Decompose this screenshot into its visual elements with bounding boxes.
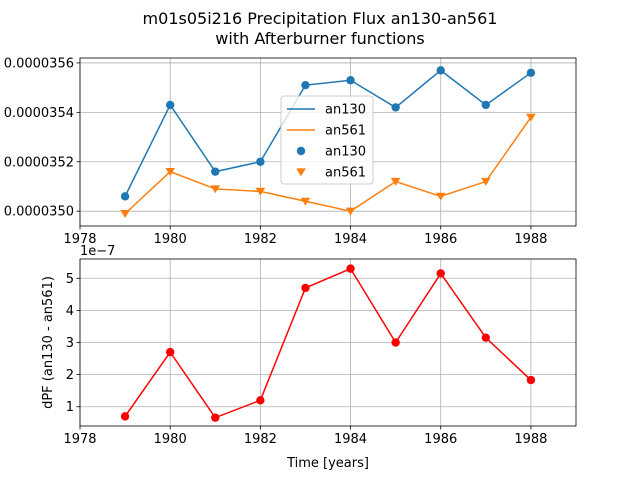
x-tick-label: 1988 (514, 232, 547, 247)
legend-label: an130 (325, 145, 366, 160)
difference-point (436, 269, 445, 278)
difference-point (391, 338, 400, 347)
difference-point (346, 264, 355, 273)
legend-label: an561 (325, 124, 366, 139)
x-tick-label: 1988 (514, 432, 547, 447)
series-line-an561 (124, 116, 532, 215)
data-point-an130 (436, 66, 445, 75)
data-point-an130 (120, 192, 130, 201)
data-point-an561 (120, 210, 130, 218)
chart-title-line2: with Afterburner functions (215, 29, 424, 48)
x-tick-label: 1980 (154, 432, 187, 447)
data-point-an130 (391, 103, 400, 112)
x-axis-label: Time [years] (286, 456, 369, 471)
series-line-an130 (124, 69, 532, 197)
y-offset-text: 1e−7 (80, 244, 115, 259)
difference-line (124, 267, 532, 419)
top-plot: 1978 1980 1982 1984 1986 1988 0.0000350 0.00003… (4, 56, 577, 247)
x-tick-label: 1978 (63, 432, 96, 447)
x-tick-label: 1984 (334, 232, 367, 247)
data-point-an561 (165, 168, 175, 176)
axes-frame (79, 57, 577, 227)
x-tick-label: 1980 (154, 232, 187, 247)
difference-point (301, 283, 310, 293)
y-tick-label: 0.0000354 (4, 106, 74, 121)
legend-marker-swatch (296, 168, 306, 177)
data-point-an561 (435, 192, 446, 201)
y-tick-label: 4 (66, 304, 74, 319)
legend-label: an130 (325, 103, 366, 118)
y-tick-label: 1 (66, 400, 74, 415)
axes-frame (79, 258, 577, 427)
difference-point (256, 396, 265, 405)
data-point-an130 (526, 68, 536, 78)
data-point-an130 (165, 100, 175, 110)
x-tick-label: 1986 (424, 232, 457, 247)
data-point-an561 (390, 177, 401, 186)
data-point-an130 (481, 100, 491, 110)
legend-box (280, 95, 374, 185)
data-point-an130 (301, 80, 310, 90)
y-tick-label: 0.0000350 (4, 205, 74, 220)
legend-marker-swatch (296, 146, 306, 156)
legend-label: an561 (325, 166, 366, 181)
data-point-an130 (346, 76, 355, 85)
y-tick-label: 3 (66, 336, 74, 351)
x-tick-label: 1982 (244, 432, 277, 447)
bottom-plot: 1978 1980 1982 1984 1986 1988 1 2 3 4 5 1e−7 Time [y… (41, 244, 577, 471)
y-tick-label: 5 (66, 272, 74, 287)
x-tick-label: 1978 (63, 232, 96, 247)
x-tick-label: 1982 (244, 232, 277, 247)
difference-point (165, 347, 175, 357)
data-point-an561 (345, 207, 356, 216)
data-point-an561 (255, 187, 266, 196)
difference-point (120, 412, 130, 421)
difference-point (211, 413, 220, 422)
y-tick-label: 0.0000356 (4, 56, 74, 71)
data-point-an130 (211, 167, 220, 176)
y-tick-label: 0.0000352 (4, 155, 74, 170)
data-point-an561 (481, 177, 491, 186)
data-point-an130 (256, 157, 265, 166)
difference-point (526, 375, 536, 385)
data-point-an561 (300, 197, 311, 206)
data-point-an561 (526, 113, 536, 122)
y-axis-label: dPF (an130 - an561) (41, 276, 56, 409)
x-tick-label: 1986 (424, 432, 457, 447)
difference-point (481, 333, 491, 342)
chart-title-line1: m01s05i216 Precipitation Flux an130-an56… (143, 9, 498, 28)
y-tick-label: 2 (66, 368, 74, 383)
data-point-an561 (210, 185, 221, 194)
x-tick-label: 1984 (334, 432, 367, 447)
